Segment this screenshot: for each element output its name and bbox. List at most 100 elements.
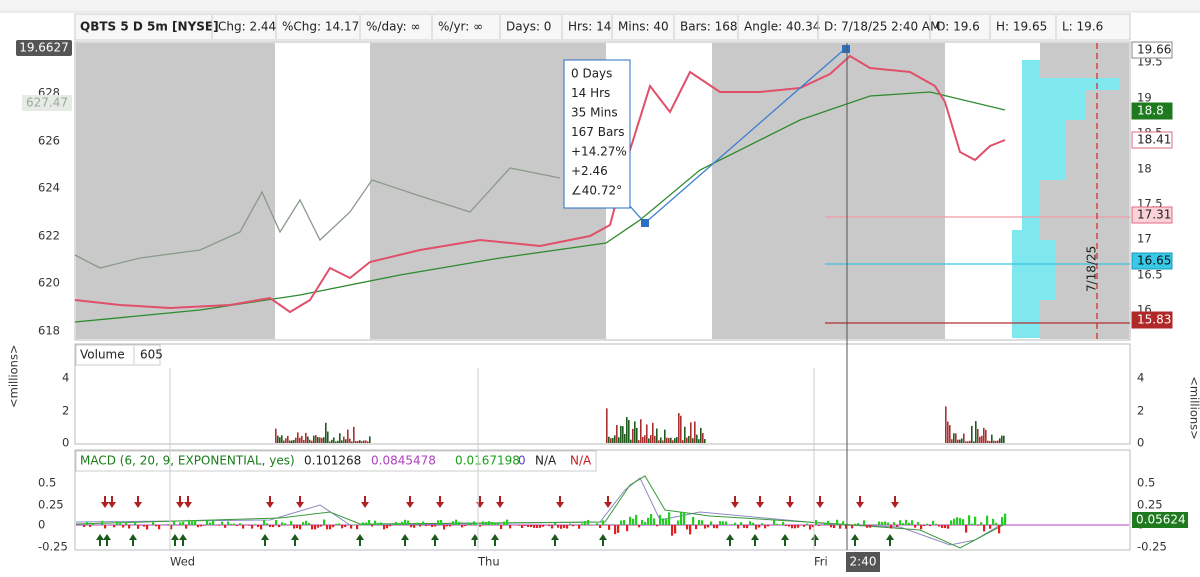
macd-hist [662,518,664,525]
macd-hist [305,521,307,525]
cursor-stat: L: 19.6 [1062,20,1103,34]
volume-bar [620,426,622,443]
volume-bar [337,441,339,443]
macd-hist [1004,514,1006,525]
volume-bar [967,441,969,443]
macd-hist [266,523,268,525]
macd-hist [743,525,745,528]
volume-bar [640,419,642,443]
macd-hist [839,525,841,529]
macd-hist [503,522,505,525]
macd-hist [317,525,319,528]
macd-hist [962,519,964,525]
volume-bar [638,440,640,443]
macd-value: 0.0845478 [371,454,436,468]
trend-handle [842,45,850,53]
tooltip-line: 0 Days [571,67,612,81]
macd-hist [224,525,226,528]
profile-bar [1040,78,1120,90]
volume-bar [614,435,616,443]
volume-unit-right: <millions> [1188,376,1200,440]
volume-bar [355,441,357,443]
macd-hist [935,524,937,525]
macd-hist [350,525,352,529]
macd-hist [653,518,655,525]
macd-hist [746,525,748,528]
macd-hist [776,524,778,525]
volume-bar [700,428,702,443]
volume-bar [365,441,367,443]
header-stat: Days: 0 [506,20,551,34]
macd-hist [434,525,436,526]
volume-bar [668,438,670,443]
volume-bar [309,440,311,443]
session-shade [76,43,275,339]
volume-bar [975,421,977,443]
volume-bar [690,422,692,443]
macd-hist [410,525,412,527]
volume-tick-label: 2 [62,404,69,418]
macd-hist [578,525,580,529]
volume-bar [630,440,632,443]
macd-hist [983,525,985,531]
macd-hist [974,517,976,525]
volume-bar [642,437,644,443]
macd-hist [86,522,88,525]
macd-hist [419,525,421,527]
macd-hist [332,525,334,527]
volume-bar [289,441,291,443]
left-tick-label: 624 [38,181,60,195]
macd-hist [200,525,202,526]
volume-title: Volume [80,348,125,362]
macd-hist [626,525,628,531]
volume-bar [608,437,610,443]
macd-hist [302,522,304,525]
volume-bar [311,441,313,443]
macd-hist [596,523,598,525]
macd-hist [278,525,280,527]
volume-bar [363,440,365,443]
macd-hist [788,525,790,527]
macd-hist [206,520,208,525]
macd-hist [128,525,130,528]
macd-hist [620,521,622,525]
macd-hist [785,525,787,526]
right-tick-label: 18 [1137,162,1152,176]
macd-hist [584,521,586,525]
macd-hist [365,523,367,525]
trend-handle [641,219,649,227]
macd-hist [389,525,391,526]
macd-hist [524,525,526,526]
macd-hist [605,524,607,525]
macd-hist [311,525,313,529]
volume-bar [277,436,279,443]
macd-hist [989,525,991,529]
volume-bar [977,429,979,443]
volume-bar [279,437,281,443]
macd-hist [359,524,361,525]
volume-bar [297,432,299,443]
volume-bar [361,441,363,443]
volume-bar [644,435,646,443]
macd-hist [965,525,967,533]
volume-bar [692,438,694,443]
volume-bar [997,441,999,443]
symbol: QBTS 5 D 5m [NYSE] [80,20,219,34]
volume-bar [347,430,349,443]
volume-bar [676,437,678,443]
macd-hist [644,522,646,525]
price-tag: 19.66 [1137,43,1171,57]
volume-bar [995,441,997,443]
macd-hist [407,521,409,525]
tooltip-line: 35 Mins [571,106,618,120]
cursor-stat: D: 7/18/25 2:40 AM [824,20,941,34]
left-tick-label: 620 [38,276,60,290]
macd-hist [830,525,832,527]
macd-hist [272,525,274,527]
volume-bar [367,441,369,443]
macd-hist [497,524,499,525]
macd-hist [236,525,238,526]
macd-hist [764,525,766,528]
volume-bar [353,427,355,443]
macd-hist [134,522,136,525]
